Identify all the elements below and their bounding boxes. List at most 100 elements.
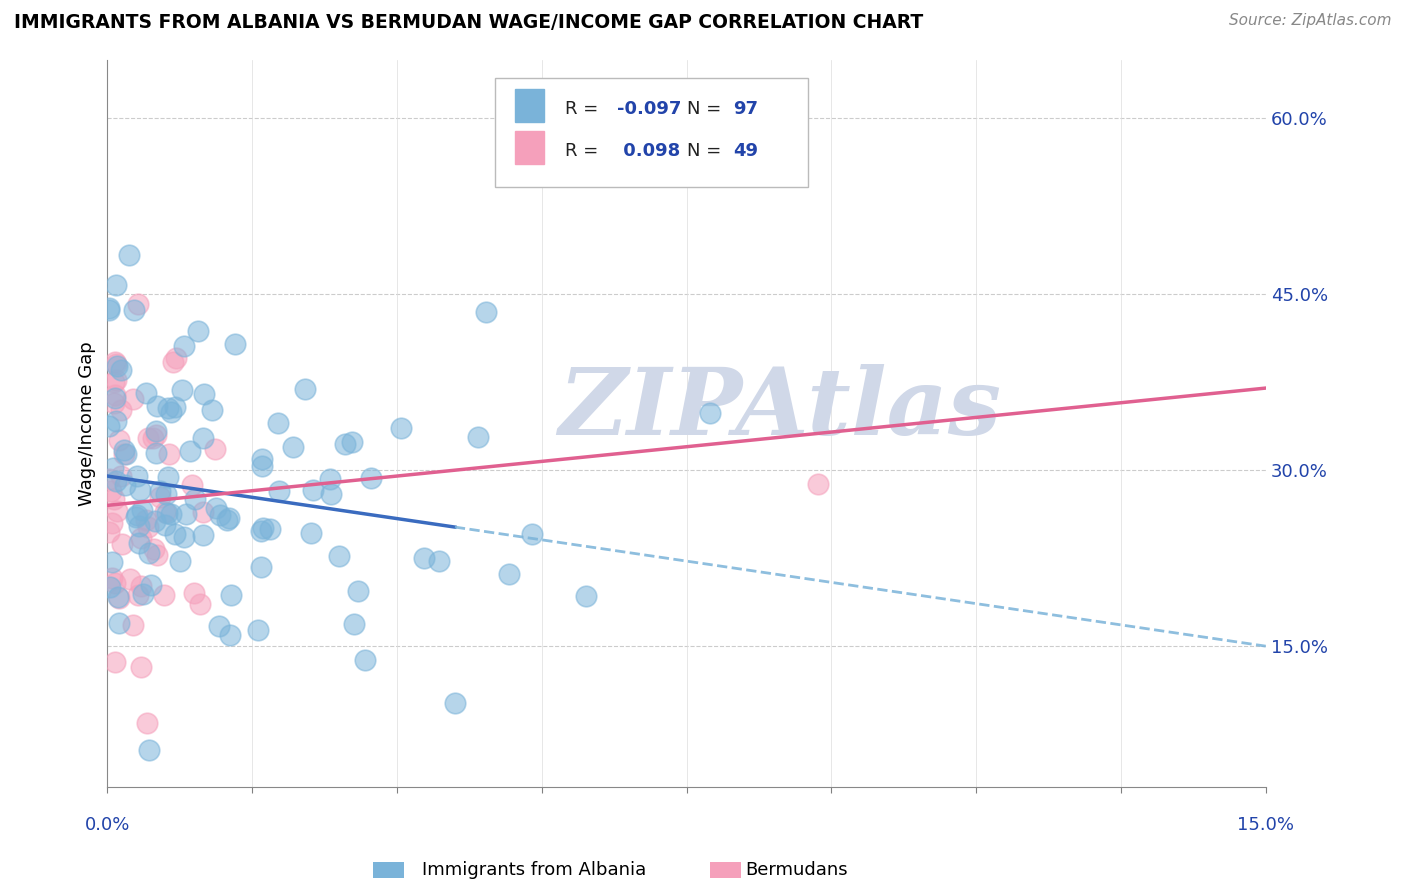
Point: [181, 478, 204, 492]
Point: [107, 591, 129, 605]
Point: [208, 508, 231, 522]
Point: [105, 359, 128, 373]
Point: [807, 477, 830, 491]
Point: [111, 537, 134, 551]
Point: [105, 414, 128, 428]
Point: [112, 442, 135, 457]
Text: N =: N =: [686, 100, 727, 118]
Point: [429, 554, 451, 568]
Point: [108, 591, 131, 605]
Point: [259, 522, 281, 536]
FancyBboxPatch shape: [515, 89, 544, 122]
Point: [110, 403, 132, 417]
Point: [252, 459, 274, 474]
Point: [114, 448, 136, 462]
Text: -0.097: -0.097: [617, 100, 682, 118]
Point: [145, 446, 167, 460]
Point: [135, 513, 157, 527]
Point: [125, 508, 148, 522]
Point: [108, 615, 131, 630]
Point: [112, 447, 135, 461]
Point: [149, 490, 172, 504]
Point: [191, 528, 214, 542]
Point: [444, 697, 467, 711]
Point: [343, 617, 366, 632]
Point: [219, 588, 242, 602]
Point: [121, 618, 143, 632]
Point: [145, 427, 167, 442]
Point: [321, 487, 343, 501]
Point: [114, 478, 136, 492]
Point: [103, 491, 125, 506]
Point: [127, 297, 149, 311]
Point: [173, 339, 195, 353]
Point: [389, 421, 412, 435]
Point: [104, 355, 127, 369]
Point: [101, 572, 124, 586]
Point: [183, 585, 205, 599]
Point: [467, 430, 489, 444]
Point: [162, 355, 184, 369]
Point: [101, 555, 124, 569]
Point: [218, 511, 240, 525]
Y-axis label: Wage/Income Gap: Wage/Income Gap: [79, 341, 96, 506]
Point: [224, 337, 246, 351]
Point: [101, 461, 124, 475]
Point: [103, 376, 125, 390]
Point: [131, 587, 153, 601]
Point: [191, 432, 214, 446]
Point: [160, 405, 183, 419]
Text: Immigrants from Albania: Immigrants from Albania: [422, 861, 645, 879]
Point: [135, 386, 157, 401]
Point: [340, 434, 363, 449]
Point: [97, 302, 120, 317]
Point: [118, 248, 141, 262]
Point: [281, 440, 304, 454]
Point: [139, 578, 162, 592]
Point: [105, 373, 128, 387]
Point: [156, 401, 179, 416]
Point: [328, 549, 350, 563]
Point: [128, 535, 150, 549]
Point: [354, 653, 377, 667]
Point: [105, 358, 128, 372]
Point: [520, 527, 543, 541]
Point: [165, 526, 187, 541]
Point: [188, 597, 211, 611]
Point: [155, 487, 177, 501]
Point: [128, 483, 150, 497]
Point: [155, 505, 177, 519]
Point: [204, 442, 226, 456]
Point: [122, 392, 145, 407]
Point: [125, 509, 148, 524]
Point: [217, 513, 239, 527]
Point: [131, 579, 153, 593]
Point: [201, 402, 224, 417]
Point: [179, 444, 201, 458]
Point: [103, 396, 125, 410]
Point: [97, 301, 120, 315]
Point: [156, 506, 179, 520]
Point: [249, 560, 271, 574]
Point: [122, 302, 145, 317]
Point: [104, 655, 127, 669]
Point: [129, 660, 152, 674]
Point: [146, 399, 169, 413]
Text: Bermudans: Bermudans: [745, 861, 848, 879]
Point: [128, 519, 150, 533]
Point: [110, 362, 132, 376]
Point: [252, 521, 274, 535]
Point: [169, 554, 191, 568]
Point: [498, 566, 520, 581]
Text: Source: ZipAtlas.com: Source: ZipAtlas.com: [1229, 13, 1392, 29]
Point: [127, 588, 149, 602]
Point: [318, 472, 340, 486]
Point: [193, 386, 215, 401]
Text: 97: 97: [733, 100, 758, 118]
Point: [149, 483, 172, 498]
Point: [107, 433, 129, 447]
Point: [131, 503, 153, 517]
Point: [104, 575, 127, 590]
Point: [575, 589, 598, 603]
Point: [97, 418, 120, 433]
